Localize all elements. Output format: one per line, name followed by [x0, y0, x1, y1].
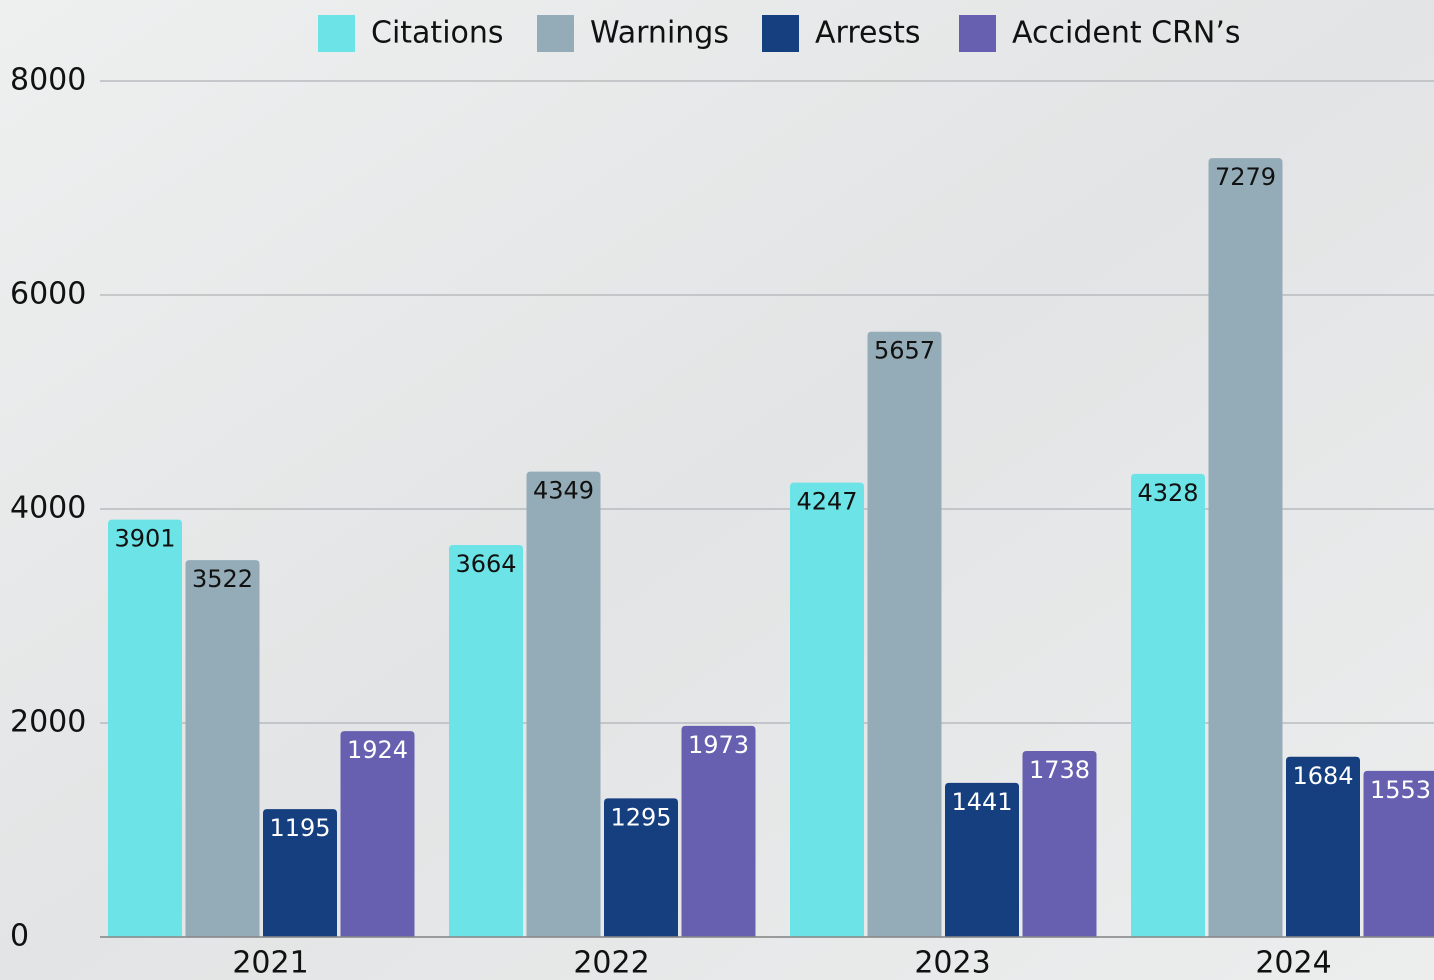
- legend-label: Warnings: [590, 16, 729, 51]
- y-tick-label: 6000: [10, 277, 86, 312]
- y-tick-label: 0: [10, 919, 29, 954]
- value-label: 1195: [269, 814, 330, 842]
- value-label: 7279: [1215, 163, 1276, 191]
- legend-swatch: [762, 15, 799, 52]
- bar: [263, 809, 337, 937]
- x-tick-label: 2021: [232, 946, 308, 980]
- value-label: 1441: [951, 788, 1012, 816]
- bar: [945, 782, 1019, 937]
- value-label: 1924: [347, 736, 408, 764]
- y-tick-label: 2000: [10, 705, 86, 740]
- x-tick-label: 2023: [914, 946, 990, 980]
- value-label: 4247: [796, 488, 857, 516]
- bar: [340, 731, 415, 937]
- legend-swatch: [318, 15, 355, 52]
- value-label: 1295: [610, 803, 671, 831]
- legend-swatch: [959, 15, 996, 52]
- bar: [1208, 158, 1283, 938]
- legend-label: Citations: [371, 16, 504, 51]
- y-tick-label: 8000: [10, 63, 86, 98]
- bar: [867, 331, 942, 937]
- bar: [681, 725, 756, 937]
- legend-label: Arrests: [815, 16, 920, 51]
- bar: [1022, 751, 1097, 937]
- bar: [1286, 756, 1360, 937]
- x-tick-label: 2022: [573, 946, 649, 980]
- bar: [790, 482, 864, 937]
- value-label: 3901: [114, 525, 175, 553]
- legend-label: Accident CRN’s: [1012, 16, 1241, 51]
- bar: [604, 798, 678, 937]
- bar: [108, 519, 182, 937]
- bar: [1363, 770, 1434, 937]
- value-label: 3664: [455, 550, 516, 578]
- bar: [526, 471, 601, 937]
- value-label: 4328: [1137, 479, 1198, 507]
- value-label: 1738: [1029, 756, 1090, 784]
- value-label: 1553: [1370, 776, 1431, 804]
- value-label: 1684: [1292, 762, 1353, 790]
- bar: [1131, 473, 1205, 937]
- bar: [185, 560, 260, 937]
- x-tick-label: 2024: [1255, 946, 1331, 980]
- value-label: 4349: [533, 477, 594, 505]
- value-label: 3522: [192, 565, 253, 593]
- value-label: 5657: [874, 337, 935, 365]
- value-label: 1973: [688, 731, 749, 759]
- legend-swatch: [537, 15, 574, 52]
- bar: [449, 544, 523, 937]
- y-tick-label: 4000: [10, 491, 86, 526]
